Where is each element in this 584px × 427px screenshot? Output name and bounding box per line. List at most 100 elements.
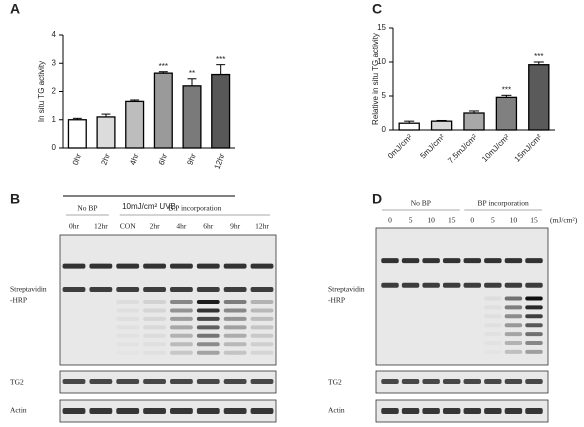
lane-label: 0hr	[69, 222, 80, 231]
band	[223, 325, 247, 330]
band	[504, 296, 523, 301]
band	[170, 325, 193, 330]
band	[223, 342, 247, 347]
band	[525, 282, 543, 288]
band	[463, 379, 482, 384]
membrane	[375, 399, 549, 423]
row-label: TG2	[328, 378, 342, 387]
band	[223, 287, 247, 292]
lane-label: 10	[510, 216, 518, 225]
significance: ***	[216, 55, 225, 64]
band	[116, 379, 140, 384]
band	[116, 351, 139, 355]
band	[143, 287, 166, 292]
bar	[211, 73, 231, 149]
band	[223, 316, 247, 321]
band	[116, 287, 140, 292]
y-tick-label: 10	[377, 57, 386, 66]
significance: **	[189, 69, 195, 78]
band	[504, 258, 523, 264]
band	[116, 317, 139, 321]
band	[504, 314, 523, 319]
bar	[495, 96, 518, 131]
band	[504, 408, 523, 414]
band	[401, 379, 420, 384]
band	[504, 305, 523, 310]
band	[196, 408, 220, 414]
panel-letter: B	[10, 191, 20, 207]
band	[196, 263, 220, 269]
band	[170, 342, 193, 347]
band	[170, 316, 193, 321]
x-tick-label: 10mJ/cm²	[480, 132, 511, 163]
band	[463, 258, 482, 264]
x-tick-label: 4hr	[128, 152, 141, 166]
band	[116, 342, 139, 346]
band	[89, 263, 113, 269]
lane-label: 15	[448, 216, 456, 225]
band	[250, 287, 274, 292]
y-tick-label: 5	[382, 91, 387, 100]
band	[525, 314, 543, 319]
y-tick-label: 4	[52, 30, 57, 39]
band	[525, 332, 543, 337]
band	[223, 379, 247, 384]
band	[143, 351, 166, 355]
band	[89, 287, 113, 292]
band	[463, 408, 482, 414]
band	[484, 379, 502, 384]
band	[170, 287, 193, 292]
x-tick-label: 2hr	[99, 152, 112, 166]
band	[525, 349, 543, 354]
membrane	[59, 370, 277, 394]
band	[116, 308, 140, 313]
row-label: TG2	[10, 378, 24, 387]
row-label: -HRP	[10, 296, 27, 305]
y-tick-label: 0	[382, 125, 387, 134]
band	[525, 341, 543, 346]
row-label: Actin	[328, 406, 345, 415]
band	[62, 379, 86, 384]
row-label: Streptavidin	[328, 285, 365, 294]
band	[525, 379, 543, 384]
lane-label: 9hr	[230, 222, 241, 231]
lane-label: 5	[491, 216, 495, 225]
band	[484, 332, 501, 336]
bar	[96, 116, 116, 149]
band	[250, 408, 274, 414]
blot-images	[59, 234, 277, 423]
band	[504, 332, 523, 337]
band	[116, 334, 139, 338]
band	[143, 325, 166, 330]
band	[401, 258, 420, 264]
x-tick-label: 15mJ/cm²	[513, 132, 544, 163]
membrane	[375, 370, 549, 394]
band	[525, 323, 543, 328]
band	[143, 316, 166, 321]
band	[401, 282, 420, 288]
band	[143, 342, 166, 347]
band	[525, 305, 543, 310]
band	[116, 408, 140, 414]
band	[223, 263, 247, 269]
bar	[125, 100, 145, 149]
band	[223, 408, 247, 414]
x-tick-label: 5mJ/cm²	[418, 132, 446, 160]
band	[196, 308, 220, 313]
band	[223, 350, 247, 355]
band	[381, 408, 399, 414]
band	[401, 408, 420, 414]
band	[525, 258, 543, 264]
band	[143, 333, 166, 338]
row-label: -HRP	[328, 296, 345, 305]
band	[484, 341, 501, 345]
y-tick-label: 2	[52, 87, 57, 96]
band	[250, 325, 274, 330]
band	[223, 300, 247, 304]
lane-label: 0	[388, 216, 392, 225]
panel-letter: D	[372, 191, 382, 207]
band	[196, 350, 220, 355]
lane-group-label: BP incorporation	[478, 199, 529, 208]
bar	[182, 85, 202, 149]
x-axis-label: 10mJ/cm² UVB	[122, 202, 176, 211]
